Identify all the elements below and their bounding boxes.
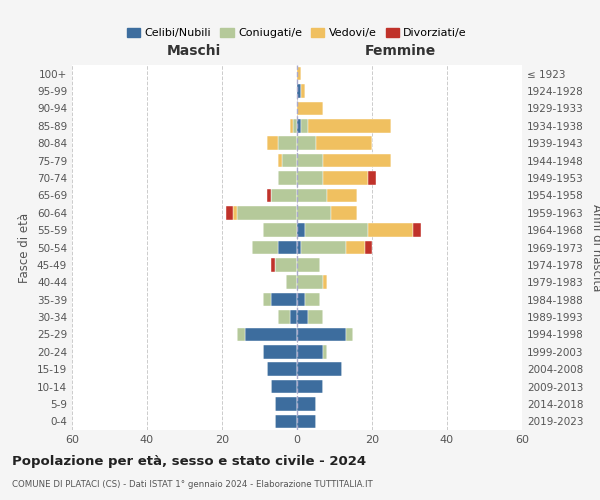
- Bar: [346, 240, 365, 254]
- Bar: [271, 380, 297, 394]
- Bar: [305, 224, 368, 237]
- Bar: [237, 206, 297, 220]
- Bar: [301, 84, 305, 98]
- Bar: [226, 206, 233, 220]
- Bar: [297, 136, 316, 150]
- Bar: [275, 258, 297, 272]
- Bar: [297, 345, 323, 358]
- Bar: [282, 154, 297, 168]
- Bar: [297, 154, 323, 168]
- Bar: [297, 240, 301, 254]
- Bar: [278, 240, 297, 254]
- Bar: [290, 119, 293, 132]
- Bar: [278, 154, 282, 168]
- Bar: [263, 293, 271, 306]
- Bar: [271, 188, 297, 202]
- Bar: [305, 293, 320, 306]
- Bar: [263, 345, 297, 358]
- Bar: [316, 136, 372, 150]
- Bar: [346, 328, 353, 341]
- Bar: [297, 102, 323, 115]
- Bar: [297, 310, 308, 324]
- Bar: [297, 188, 327, 202]
- Bar: [297, 397, 316, 410]
- Bar: [323, 276, 327, 289]
- Bar: [308, 310, 323, 324]
- Bar: [267, 362, 297, 376]
- Bar: [297, 206, 331, 220]
- Bar: [323, 345, 327, 358]
- Bar: [297, 362, 342, 376]
- Text: Femmine: Femmine: [365, 44, 436, 58]
- Bar: [233, 206, 237, 220]
- Bar: [331, 206, 357, 220]
- Bar: [368, 224, 413, 237]
- Bar: [263, 224, 297, 237]
- Bar: [275, 414, 297, 428]
- Bar: [297, 380, 323, 394]
- Bar: [267, 188, 271, 202]
- Bar: [327, 188, 357, 202]
- Text: COMUNE DI PLATACI (CS) - Dati ISTAT 1° gennaio 2024 - Elaborazione TUTTITALIA.IT: COMUNE DI PLATACI (CS) - Dati ISTAT 1° g…: [12, 480, 373, 489]
- Bar: [297, 119, 301, 132]
- Bar: [301, 119, 308, 132]
- Bar: [308, 119, 391, 132]
- Bar: [368, 171, 376, 185]
- Bar: [297, 67, 301, 80]
- Bar: [323, 154, 391, 168]
- Bar: [252, 240, 278, 254]
- Y-axis label: Anni di nascita: Anni di nascita: [590, 204, 600, 291]
- Bar: [297, 84, 301, 98]
- Bar: [297, 414, 316, 428]
- Bar: [271, 293, 297, 306]
- Bar: [286, 276, 297, 289]
- Bar: [297, 258, 320, 272]
- Legend: Celibi/Nubili, Coniugati/e, Vedovi/e, Divorziati/e: Celibi/Nubili, Coniugati/e, Vedovi/e, Di…: [122, 23, 472, 42]
- Bar: [301, 240, 346, 254]
- Bar: [297, 328, 346, 341]
- Bar: [297, 276, 323, 289]
- Text: Maschi: Maschi: [166, 44, 221, 58]
- Bar: [275, 397, 297, 410]
- Bar: [297, 171, 323, 185]
- Bar: [365, 240, 372, 254]
- Bar: [323, 171, 368, 185]
- Bar: [290, 310, 297, 324]
- Text: Popolazione per età, sesso e stato civile - 2024: Popolazione per età, sesso e stato civil…: [12, 455, 366, 468]
- Bar: [278, 136, 297, 150]
- Y-axis label: Fasce di età: Fasce di età: [19, 212, 31, 282]
- Bar: [297, 293, 305, 306]
- Bar: [267, 136, 278, 150]
- Bar: [297, 224, 305, 237]
- Bar: [278, 310, 290, 324]
- Bar: [278, 171, 297, 185]
- Bar: [413, 224, 421, 237]
- Bar: [237, 328, 245, 341]
- Bar: [271, 258, 275, 272]
- Bar: [293, 119, 297, 132]
- Bar: [245, 328, 297, 341]
